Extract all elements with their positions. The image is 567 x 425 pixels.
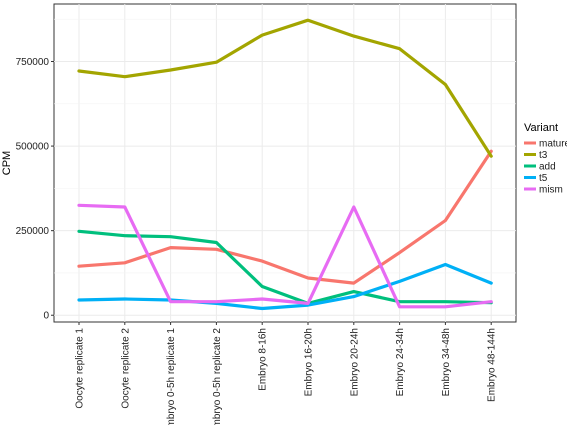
- x-tick-label: Embryo 0-5h replicate 2: [212, 328, 223, 425]
- y-tick-label: 750000: [16, 57, 50, 68]
- series-lines: [77, 18, 493, 311]
- x-tick-label: Embryo 8-16h: [258, 328, 269, 391]
- x-tick-label: Embryo 0-5h replicate 1: [166, 328, 177, 425]
- x-tick-label: Embryo 16-20h: [304, 328, 315, 396]
- plot-panel: [53, 3, 517, 323]
- legend-label-t5: t5: [539, 173, 548, 184]
- y-axis-title: CPM: [1, 151, 13, 175]
- x-tick-label: Oocyte replicate 2: [120, 328, 131, 409]
- legend-label-t3: t3: [539, 150, 548, 161]
- series-line-t3: [77, 18, 493, 158]
- x-tick-label: Embryo 34-48h: [441, 328, 452, 396]
- grid-lines: [54, 4, 516, 322]
- legend-label-add: add: [539, 162, 556, 173]
- y-tick-label: 250000: [16, 226, 50, 237]
- legend: maturet3addt5mism: [524, 139, 567, 196]
- legend-label-mism: mism: [539, 185, 563, 196]
- y-tick-label: 0: [43, 311, 49, 322]
- series-line-mism: [77, 203, 493, 309]
- x-tick-label: Embryo 20-24h: [349, 328, 360, 396]
- x-tick-label: Embryo 24-34h: [395, 328, 406, 396]
- legend-label-mature: mature: [539, 139, 567, 150]
- series-line-add: [77, 229, 493, 305]
- y-axis: 0 250000 500000 750000: [16, 57, 54, 322]
- x-tick-label: Oocyte replicate 1: [75, 328, 86, 409]
- x-tick-label: Embryo 48-144h: [487, 328, 498, 402]
- series-line-t5: [77, 262, 493, 311]
- y-tick-label: 500000: [16, 142, 50, 153]
- legend-title: Variant: [524, 122, 558, 134]
- x-axis: Oocyte replicate 1 Oocyte replicate 2 Embr…: [75, 322, 498, 425]
